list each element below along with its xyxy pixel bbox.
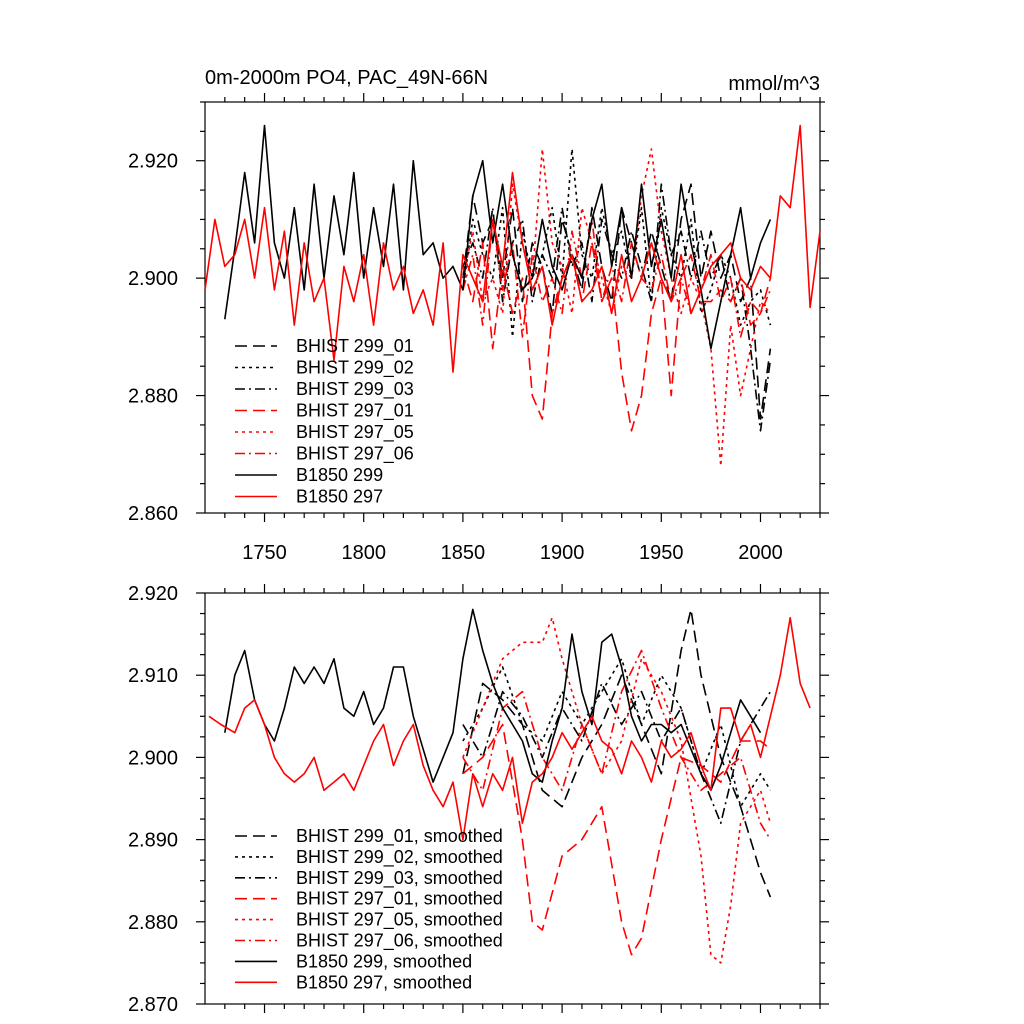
chart-title: 0m-2000m PO4, PAC_49N-66N bbox=[205, 67, 488, 89]
x-tick-label: 1750 bbox=[242, 542, 287, 564]
y-tick-label: 2.880 bbox=[128, 386, 178, 408]
x-tick-label: 1900 bbox=[540, 542, 585, 564]
x-tick-label: 1800 bbox=[341, 542, 386, 564]
series-line bbox=[462, 608, 772, 898]
series-line bbox=[462, 148, 772, 338]
legend-label: B1850 299 bbox=[296, 465, 383, 485]
legend-label: BHIST 297_06 bbox=[296, 444, 414, 465]
series-line bbox=[462, 183, 772, 432]
legend-label: BHIST 297_05 bbox=[296, 422, 414, 443]
legend-label: BHIST 297_05, smoothed bbox=[296, 910, 503, 931]
legend-label: BHIST 297_06, smoothed bbox=[296, 931, 503, 952]
series-line bbox=[208, 616, 811, 841]
legend-label: BHIST 299_02 bbox=[296, 358, 414, 379]
legend-label: B1850 299, smoothed bbox=[296, 951, 472, 971]
legend-label: B1850 297 bbox=[296, 487, 383, 507]
legend-label: BHIST 299_03, smoothed bbox=[296, 868, 503, 889]
y-tick-label: 2.890 bbox=[128, 830, 178, 852]
top-chart-panel: 0m-2000m PO4, PAC_49N-66N mmol/m^3 1750 1… bbox=[128, 67, 829, 564]
legend-label: BHIST 299_01 bbox=[296, 336, 414, 357]
y-tick-label: 2.920 bbox=[128, 583, 178, 605]
legend-label: BHIST 297_01, smoothed bbox=[296, 889, 503, 910]
bottom-series-group bbox=[208, 608, 811, 964]
y-tick-label: 2.910 bbox=[128, 665, 178, 687]
x-tick-label: 2000 bbox=[738, 542, 783, 564]
series-line bbox=[462, 649, 772, 841]
legend-label: BHIST 299_01, smoothed bbox=[296, 826, 503, 847]
bottom-chart-panel: 2.870 2.880 2.890 2.900 2.910 2.920 BHIST 299… bbox=[128, 583, 829, 1016]
legend-label: BHIST 297_01 bbox=[296, 401, 414, 422]
series-line bbox=[462, 682, 772, 825]
y-tick-label: 2.860 bbox=[128, 503, 178, 525]
legend-label: BHIST 299_03 bbox=[296, 379, 414, 400]
chart-units-label: mmol/m^3 bbox=[728, 73, 820, 95]
series-line bbox=[204, 124, 821, 373]
legend-label: B1850 297, smoothed bbox=[296, 972, 472, 992]
series-line bbox=[462, 183, 772, 420]
y-tick-label: 2.900 bbox=[128, 747, 178, 769]
x-tick-label: 1850 bbox=[441, 542, 486, 564]
series-line bbox=[224, 124, 772, 350]
series-line bbox=[462, 616, 772, 964]
y-tick-label: 2.870 bbox=[128, 994, 178, 1016]
y-tick-label: 2.900 bbox=[128, 268, 178, 290]
y-tick-label: 2.880 bbox=[128, 912, 178, 934]
top-series-group bbox=[204, 124, 821, 467]
series-line bbox=[224, 608, 762, 792]
series-line bbox=[462, 723, 771, 956]
top-axis-ticks: 1750 1800 1850 1900 1950 2000 2.860 2.880 2.900 2… bbox=[128, 93, 829, 564]
y-tick-label: 2.920 bbox=[128, 151, 178, 173]
legend-label: BHIST 299_02, smoothed bbox=[296, 847, 503, 868]
bottom-axis-ticks: 2.870 2.880 2.890 2.900 2.910 2.920 bbox=[128, 583, 829, 1016]
x-tick-label: 1950 bbox=[639, 542, 684, 564]
